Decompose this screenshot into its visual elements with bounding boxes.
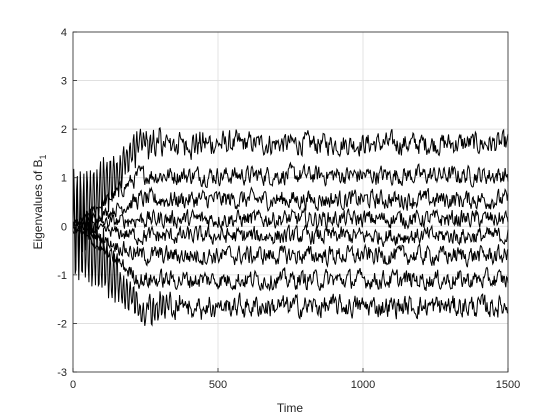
y-tick-label: 0 — [61, 221, 67, 233]
y-ticks: -3 -2 -1 0 1 2 3 4 — [57, 27, 77, 379]
y-tick-label: -3 — [57, 367, 67, 379]
axes-box — [72, 31, 509, 373]
x-ticks: 0 500 1000 1500 — [70, 368, 520, 391]
y-axis-label-main: Eigenvalues of B — [31, 159, 45, 249]
y-tick-label: 3 — [61, 76, 67, 88]
x-tick-label: 1000 — [351, 379, 375, 391]
x-tick-label: 500 — [209, 379, 227, 391]
eigenvalue-series-line — [72, 225, 509, 268]
eigenvalue-series-line — [72, 161, 509, 225]
y-tick-label: 4 — [61, 27, 67, 39]
y-axis-label: Eigenvalues of B1 — [31, 154, 48, 249]
eigenvalue-series-line — [72, 227, 509, 292]
x-tick-label: 1500 — [496, 379, 520, 391]
eigenvalue-series-line — [72, 207, 509, 231]
eigenvalue-series-line — [72, 186, 509, 226]
y-tick-label: 2 — [61, 124, 67, 136]
y-tick-label: -1 — [57, 270, 67, 282]
y-tick-label: 1 — [61, 173, 67, 185]
x-tick-label: 0 — [70, 379, 76, 391]
x-axis-label: Time — [277, 401, 304, 415]
eigenvalue-series-line — [72, 127, 509, 264]
eigenvalue-series-line — [72, 178, 509, 327]
y-tick-label: -2 — [57, 318, 67, 330]
eigenvalue-series-line — [72, 221, 509, 248]
series-layer — [72, 127, 509, 327]
y-axis-label-subscript: 1 — [38, 154, 48, 159]
